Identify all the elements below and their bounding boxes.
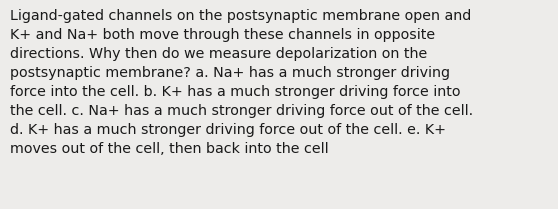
Text: Ligand-gated channels on the postsynaptic membrane open and
K+ and Na+ both move: Ligand-gated channels on the postsynapti… <box>10 9 473 156</box>
